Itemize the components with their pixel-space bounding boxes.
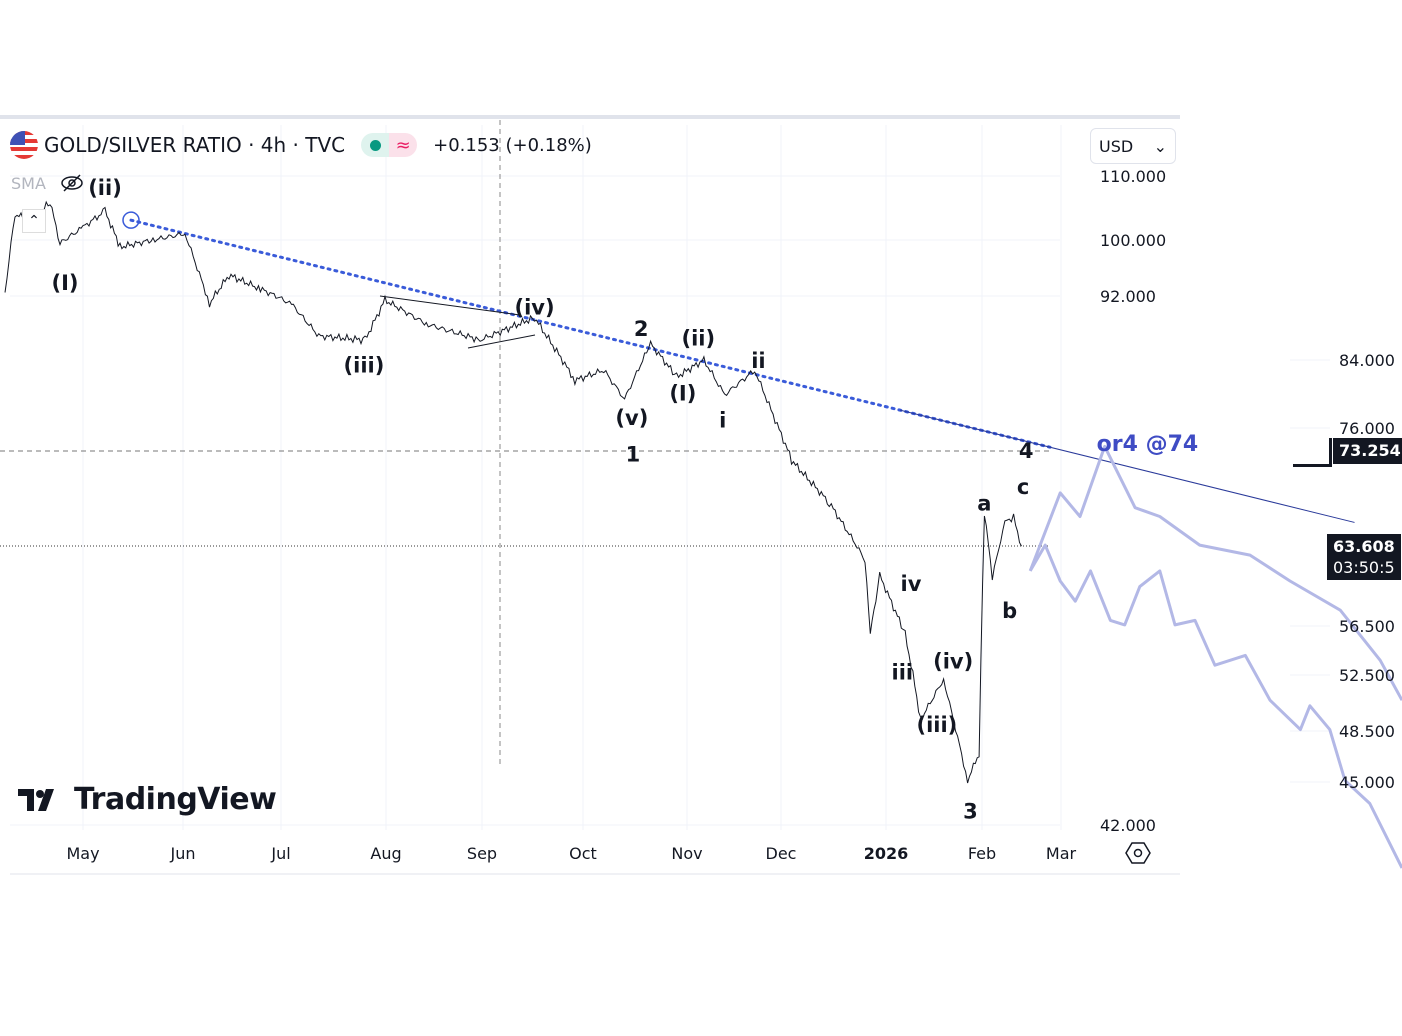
y-tick-label: 100.000: [1100, 231, 1166, 250]
x-tick-label: Oct: [569, 844, 597, 863]
x-tick-label: Feb: [968, 844, 996, 863]
tradingview-logo[interactable]: TradingView: [18, 782, 277, 817]
x-tick-label: May: [66, 844, 99, 863]
triangle-upper-line: [379, 295, 521, 316]
last-price-label: 63.608 03:50:5: [1327, 534, 1401, 580]
currency-value: USD: [1099, 136, 1134, 156]
projection-a-line: [1028, 444, 1402, 701]
indicator-name[interactable]: SMA: [11, 173, 46, 193]
x-tick-label: Aug: [370, 844, 401, 863]
bar-countdown: 03:50:5: [1333, 558, 1395, 577]
wave-label: iv: [901, 572, 922, 596]
triangle-lower-line: [467, 334, 536, 349]
currency-select[interactable]: USD ⌄: [1090, 128, 1176, 164]
price-series-line: [4, 200, 1022, 784]
market-open-dot-icon: [361, 133, 390, 157]
delayed-data-icon: ≈: [389, 133, 418, 157]
trendline-extension: [899, 409, 1355, 523]
target-annotation: or4 @74: [1097, 432, 1199, 457]
wave-label: c: [1017, 475, 1029, 499]
wave-label: i: [719, 409, 726, 433]
symbol-legend[interactable]: GOLD/SILVER RATIO · 4h · TVC ≈ +0.153 (+…: [10, 131, 592, 159]
tradingview-logo-icon: [18, 788, 54, 811]
wave-label: iii: [892, 660, 914, 684]
y-tick-label: 92.000: [1100, 287, 1156, 306]
wave-label: 1: [626, 443, 641, 467]
x-tick-label: Sep: [467, 844, 497, 863]
grid: [10, 125, 1330, 830]
y-tick-label: 48.500: [1339, 722, 1395, 741]
y-tick-label: 84.000: [1339, 351, 1395, 370]
price-change: +0.153 (+0.18%): [433, 134, 592, 156]
chevron-down-icon: ⌄: [1153, 136, 1167, 156]
chart-settings-icon[interactable]: [1125, 841, 1151, 865]
wave-label: (ii): [88, 176, 122, 200]
projection-b-line: [1028, 543, 1402, 869]
wave-label: 3: [963, 800, 978, 824]
y-tick-label: 45.000: [1339, 773, 1395, 792]
indicator-legend[interactable]: SMA: [11, 173, 84, 193]
wave-label: (iii): [916, 713, 957, 737]
x-tick-label: Jun: [170, 844, 196, 863]
us-flag-icon: [10, 131, 38, 159]
market-status[interactable]: ≈: [361, 133, 418, 157]
x-tick-label: 2026: [864, 844, 909, 863]
y-tick-label: 56.500: [1339, 617, 1395, 636]
horizontal-levels: [0, 450, 1050, 547]
wave-label: (v): [615, 406, 648, 430]
logo-text: TradingView: [74, 782, 277, 817]
y-tick-label: 110.000: [1100, 167, 1166, 186]
symbol-title[interactable]: GOLD/SILVER RATIO · 4h · TVC: [44, 133, 346, 157]
wave-label: (iv): [933, 649, 973, 673]
x-tick-label: Nov: [671, 844, 702, 863]
y-tick-label: 42.000: [1100, 816, 1156, 835]
wave-label: (ii): [681, 327, 715, 351]
wave-label: (I): [669, 381, 696, 405]
wave-label: 2: [634, 317, 649, 341]
y-tick-label: 52.500: [1339, 666, 1395, 685]
last-price: 63.608: [1333, 537, 1395, 556]
x-tick-label: Dec: [766, 844, 797, 863]
eye-off-icon[interactable]: [60, 173, 84, 193]
x-tick-label: Mar: [1046, 844, 1077, 863]
wave-label: 4: [1019, 439, 1034, 463]
x-tick-label: Jul: [270, 844, 290, 863]
wave-label: ii: [751, 349, 765, 373]
wave-label: a: [977, 492, 991, 516]
wave-label: b: [1002, 599, 1017, 623]
y-tick-label: 76.000: [1339, 419, 1395, 438]
wave-label: (iii): [344, 353, 385, 377]
wave-label: (I): [51, 271, 78, 295]
wave-label: (iv): [514, 295, 554, 319]
level-label-handle[interactable]: [1293, 438, 1332, 467]
trendline-anchor-handle: [122, 211, 140, 229]
level-price-label: 73.254: [1333, 438, 1402, 464]
collapse-legend-button[interactable]: ⌃: [22, 209, 46, 233]
